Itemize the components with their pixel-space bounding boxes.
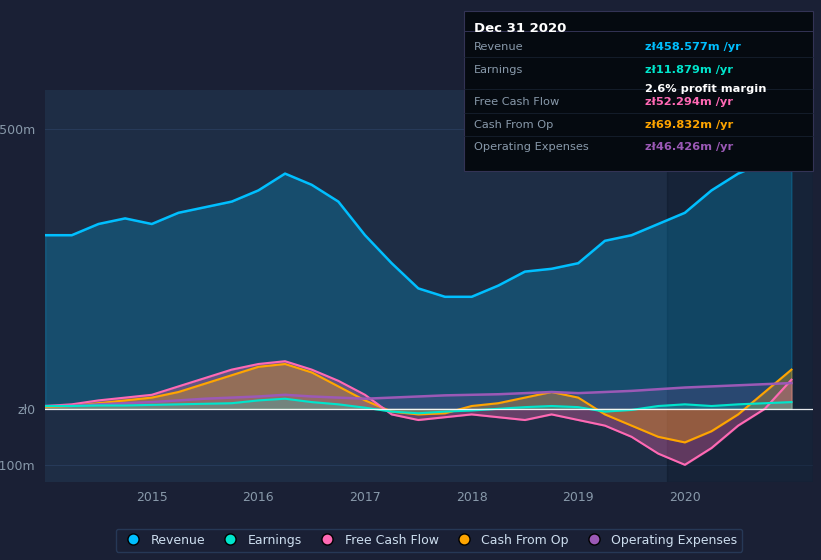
Text: zł69.832m /yr: zł69.832m /yr bbox=[645, 119, 733, 129]
Bar bbox=[667, 90, 813, 482]
Text: Earnings: Earnings bbox=[475, 66, 524, 75]
FancyBboxPatch shape bbox=[464, 11, 813, 171]
Legend: Revenue, Earnings, Free Cash Flow, Cash From Op, Operating Expenses: Revenue, Earnings, Free Cash Flow, Cash … bbox=[116, 529, 742, 552]
Text: Dec 31 2020: Dec 31 2020 bbox=[475, 22, 566, 35]
Text: Operating Expenses: Operating Expenses bbox=[475, 142, 589, 152]
Text: Cash From Op: Cash From Op bbox=[475, 119, 553, 129]
Text: Revenue: Revenue bbox=[475, 42, 524, 52]
Text: zł52.294m /yr: zł52.294m /yr bbox=[645, 97, 733, 107]
Text: zł11.879m /yr: zł11.879m /yr bbox=[645, 66, 733, 75]
Text: zł46.426m /yr: zł46.426m /yr bbox=[645, 142, 733, 152]
Text: 2.6% profit margin: 2.6% profit margin bbox=[645, 85, 767, 95]
Text: Free Cash Flow: Free Cash Flow bbox=[475, 97, 560, 107]
Text: zł458.577m /yr: zł458.577m /yr bbox=[645, 42, 741, 52]
